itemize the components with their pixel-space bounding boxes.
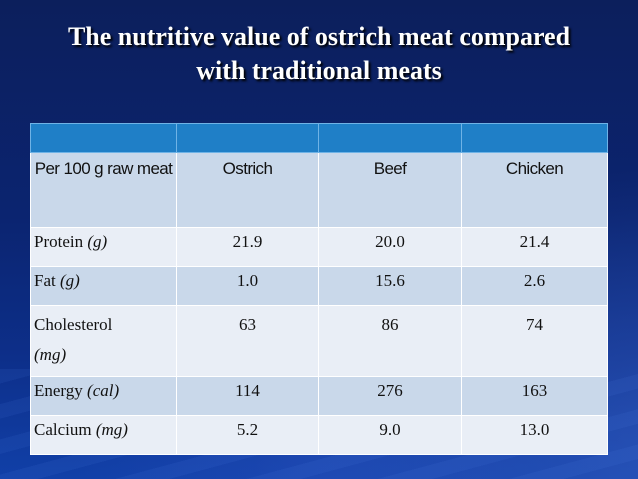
table-header-row: Per 100 g raw meat Ostrich Beef Chicken	[30, 152, 608, 228]
row-name: Energy	[34, 381, 83, 400]
table-row: Energy (cal) 114 276 163	[30, 376, 608, 416]
band-cell	[461, 123, 608, 153]
cell-beef: 9.0	[318, 415, 462, 455]
row-label: Protein (g)	[30, 227, 177, 267]
row-name: Calcium	[34, 420, 92, 439]
cell-ostrich: 5.2	[176, 415, 319, 455]
slide-title-line-1: The nutritive value of ostrich meat comp…	[67, 22, 571, 51]
cell-ostrich: 114	[176, 376, 319, 416]
table-row: Protein (g) 21.9 20.0 21.4	[30, 227, 608, 267]
header-chicken: Chicken	[461, 152, 608, 228]
row-unit: (cal)	[87, 381, 120, 400]
row-unit: (g)	[87, 232, 108, 251]
row-name: Cholesterol	[34, 315, 113, 334]
row-name: Fat	[34, 271, 56, 290]
header-ostrich: Ostrich	[176, 152, 319, 228]
band-cell	[318, 123, 462, 153]
row-name: Protein	[34, 232, 84, 251]
cell-ostrich: 21.9	[176, 227, 319, 267]
nutrition-table: Per 100 g raw meat Ostrich Beef Chicken …	[30, 123, 608, 455]
cell-beef: 276	[318, 376, 462, 416]
cell-chicken: 13.0	[461, 415, 608, 455]
cell-beef: 20.0	[318, 227, 462, 267]
row-unit: (mg)	[95, 420, 128, 439]
cell-chicken: 74	[461, 305, 608, 377]
cell-beef: 86	[318, 305, 462, 377]
table-row: Fat (g) 1.0 15.6 2.6	[30, 266, 608, 306]
slide-title-line-2: with traditional meats	[196, 56, 442, 85]
row-label: Fat (g)	[30, 266, 177, 306]
header-label: Per 100 g raw meat	[30, 152, 177, 228]
cell-chicken: 2.6	[461, 266, 608, 306]
cell-beef: 15.6	[318, 266, 462, 306]
cell-ostrich: 63	[176, 305, 319, 377]
band-cell	[176, 123, 319, 153]
cell-chicken: 163	[461, 376, 608, 416]
cell-chicken: 21.4	[461, 227, 608, 267]
row-label: Cholesterol (mg)	[30, 305, 177, 377]
row-label: Calcium (mg)	[30, 415, 177, 455]
slide-title: The nutritive value of ostrich meat comp…	[0, 20, 638, 88]
row-unit: (mg)	[34, 345, 67, 364]
cell-ostrich: 1.0	[176, 266, 319, 306]
table-row: Calcium (mg) 5.2 9.0 13.0	[30, 415, 608, 455]
table-row: Cholesterol (mg) 63 86 74	[30, 305, 608, 377]
table-top-band	[30, 123, 608, 153]
row-label: Energy (cal)	[30, 376, 177, 416]
row-unit: (g)	[59, 271, 80, 290]
header-beef: Beef	[318, 152, 462, 228]
band-cell	[30, 123, 177, 153]
